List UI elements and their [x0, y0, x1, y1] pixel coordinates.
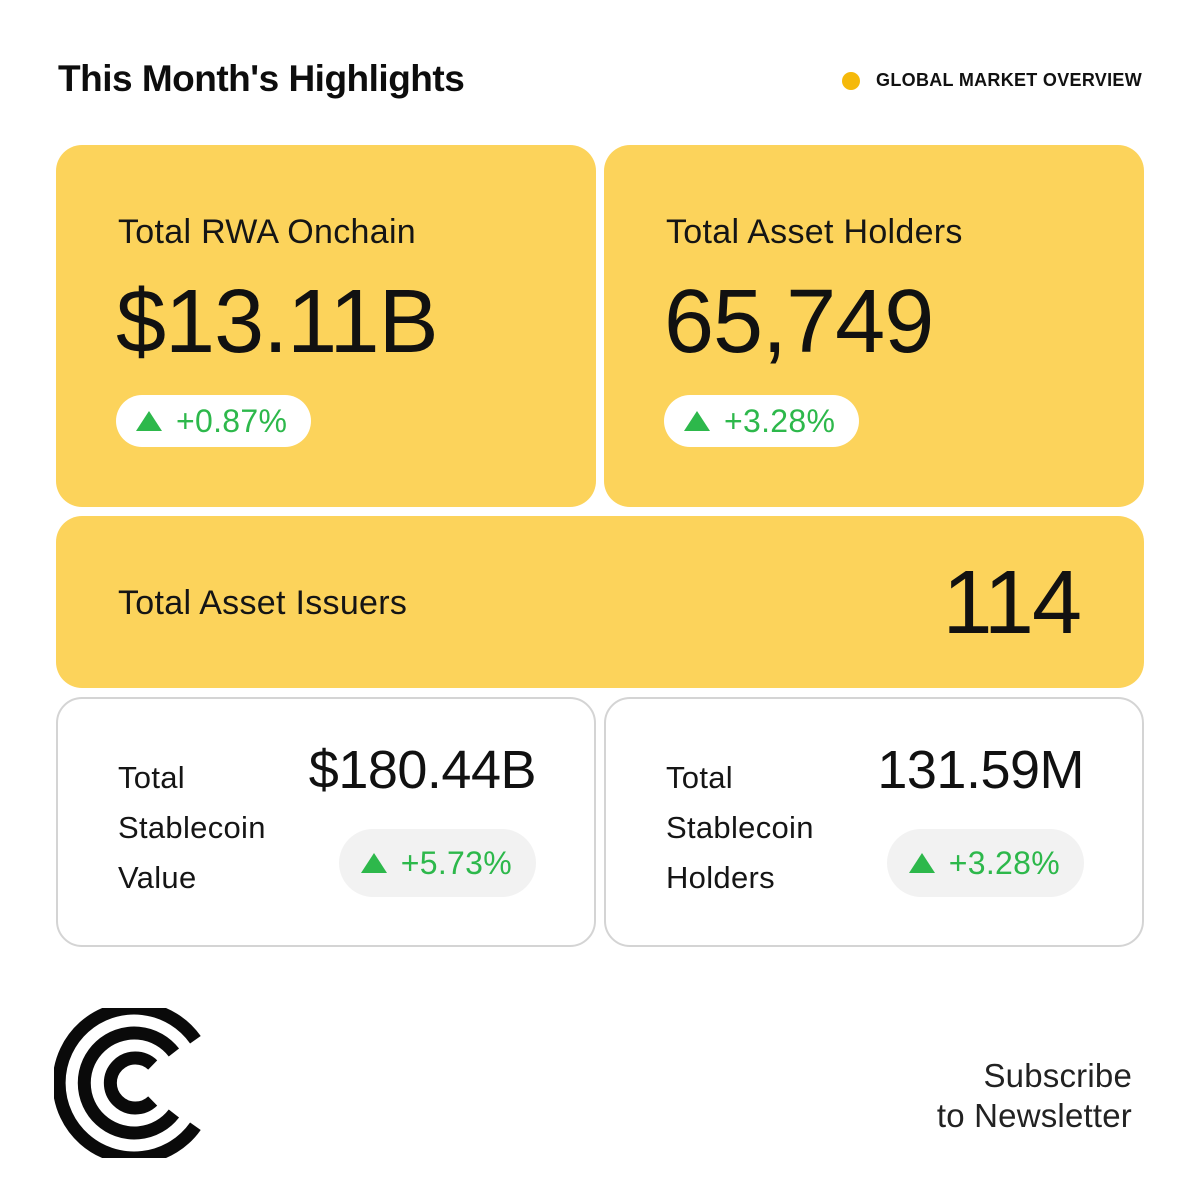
- tag-dot-icon: [842, 71, 861, 90]
- stablecoin-holders-change: +3.28%: [948, 844, 1060, 881]
- stablecoin-holders-change-badge: +3.28%: [886, 829, 1084, 897]
- rwa-onchain-label: Total RWA Onchain: [118, 213, 417, 251]
- asset-issuers-value: 114: [942, 553, 1082, 653]
- asset-issuers-card: Total Asset Issuers 114: [56, 516, 1144, 688]
- section-tag: GLOBAL MARKET OVERVIEW: [842, 70, 1142, 91]
- stablecoin-holders-label: Total Stablecoin Holders: [666, 760, 814, 895]
- rwa-onchain-change: +0.87%: [176, 402, 288, 439]
- stablecoin-value-label: Total Stablecoin Value: [118, 760, 266, 895]
- asset-issuers-label: Total Asset Issuers: [118, 584, 408, 622]
- stablecoin-value-card: Total Stablecoin Value $180.44B +5.73%: [56, 697, 596, 947]
- stablecoin-value-value: $180.44B: [308, 740, 537, 800]
- subscribe-newsletter-link[interactable]: Subscribe to Newsletter: [936, 1057, 1132, 1134]
- stablecoin-value-change: +5.73%: [400, 844, 512, 881]
- stablecoin-holders-value: 131.59M: [877, 740, 1084, 800]
- up-arrow-icon: [360, 853, 387, 873]
- tag-label: GLOBAL MARKET OVERVIEW: [876, 70, 1142, 90]
- rwa-onchain-value: $13.11B: [116, 272, 439, 372]
- asset-holders-label: Total Asset Holders: [666, 213, 963, 251]
- brand-arc-logo-icon: [54, 1008, 201, 1158]
- rwa-onchain-change-badge: +0.87%: [116, 395, 312, 447]
- stablecoin-holders-card: Total Stablecoin Holders 131.59M +3.28%: [604, 697, 1144, 947]
- rwa-onchain-card: Total RWA Onchain $13.11B +0.87%: [56, 145, 596, 507]
- stablecoin-value-change-badge: +5.73%: [338, 829, 536, 897]
- page-title: This Month's Highlights: [58, 58, 465, 99]
- asset-holders-value: 65,749: [664, 272, 934, 372]
- asset-holders-change-badge: +3.28%: [664, 395, 860, 447]
- up-arrow-icon: [684, 411, 710, 431]
- up-arrow-icon: [908, 853, 935, 873]
- asset-holders-card: Total Asset Holders 65,749 +3.28%: [604, 145, 1144, 507]
- asset-holders-change: +3.28%: [724, 402, 836, 439]
- up-arrow-icon: [136, 411, 162, 431]
